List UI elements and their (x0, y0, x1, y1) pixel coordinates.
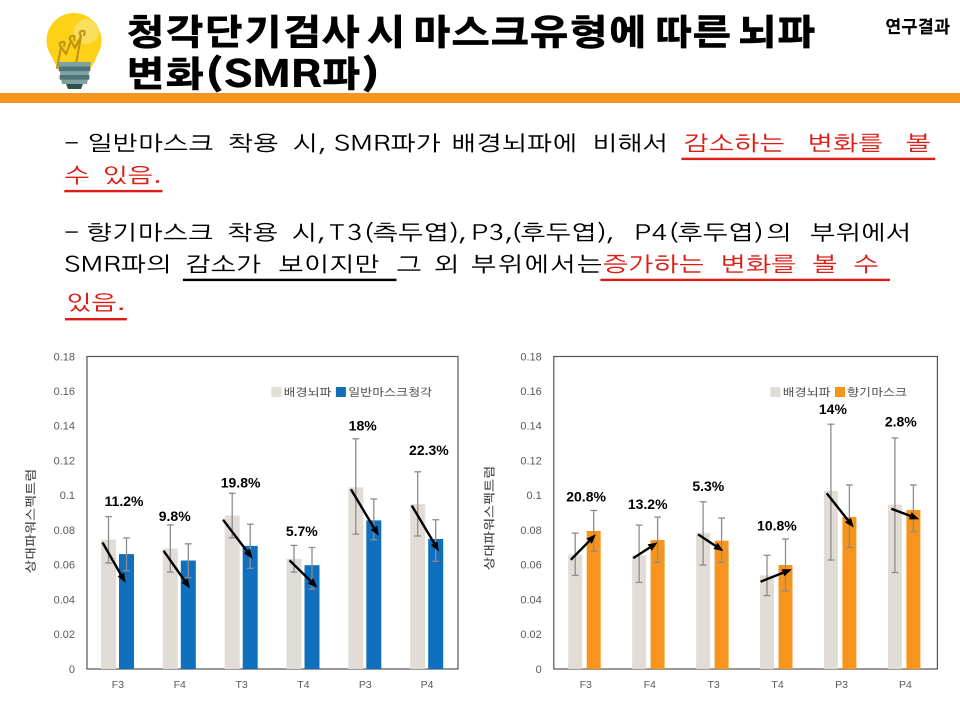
svg-text:T4: T4 (771, 679, 783, 691)
svg-text:P3: P3 (835, 679, 848, 691)
svg-text:14%: 14% (819, 401, 848, 417)
svg-text:0.1: 0.1 (60, 490, 75, 502)
svg-text:0.02: 0.02 (54, 629, 75, 641)
svg-text:11.2%: 11.2% (105, 493, 144, 509)
svg-text:F4: F4 (644, 679, 656, 691)
svg-text:0.06: 0.06 (54, 560, 75, 572)
svg-text:0.16: 0.16 (520, 386, 541, 398)
svg-text:13.2%: 13.2% (628, 496, 668, 512)
svg-text:P4: P4 (421, 679, 434, 691)
svg-text:0: 0 (69, 664, 75, 676)
svg-text:18%: 18% (349, 418, 378, 434)
svg-text:F4: F4 (174, 679, 186, 691)
svg-text:0.06: 0.06 (520, 560, 541, 572)
svg-text:0.14: 0.14 (54, 421, 75, 433)
svg-text:0.08: 0.08 (54, 525, 75, 537)
svg-text:0.12: 0.12 (54, 455, 75, 467)
svg-text:P4: P4 (899, 679, 912, 691)
svg-text:0.12: 0.12 (520, 455, 541, 467)
svg-text:F3: F3 (112, 679, 124, 691)
svg-text:5.7%: 5.7% (286, 523, 318, 539)
svg-text:F3: F3 (580, 679, 592, 691)
svg-text:20.8%: 20.8% (566, 489, 606, 505)
svg-text:T4: T4 (297, 679, 309, 691)
svg-text:0: 0 (536, 664, 542, 676)
svg-text:T3: T3 (708, 679, 720, 691)
svg-text:0.08: 0.08 (520, 525, 541, 537)
svg-text:0.14: 0.14 (520, 421, 541, 433)
svg-text:10.8%: 10.8% (757, 518, 797, 534)
svg-text:T3: T3 (235, 679, 247, 691)
svg-text:0.04: 0.04 (54, 594, 75, 606)
svg-text:0.18: 0.18 (520, 351, 541, 363)
svg-text:0.04: 0.04 (520, 594, 541, 606)
svg-text:0.1: 0.1 (527, 490, 542, 502)
svg-text:2.8%: 2.8% (885, 414, 917, 430)
svg-text:22.3%: 22.3% (409, 442, 449, 458)
svg-text:0.16: 0.16 (54, 386, 75, 398)
svg-text:9.8%: 9.8% (159, 508, 191, 524)
svg-text:0.02: 0.02 (520, 629, 541, 641)
svg-text:0.18: 0.18 (54, 351, 75, 363)
svg-text:P3: P3 (359, 679, 372, 691)
svg-text:5.3%: 5.3% (692, 478, 724, 494)
svg-text:19.8%: 19.8% (221, 475, 261, 491)
